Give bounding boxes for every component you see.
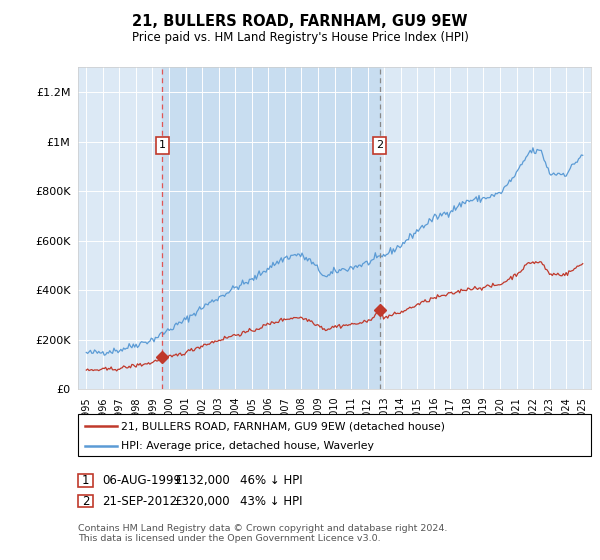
- Text: HPI: Average price, detached house, Waverley: HPI: Average price, detached house, Wave…: [121, 441, 374, 451]
- Text: 21, BULLERS ROAD, FARNHAM, GU9 9EW: 21, BULLERS ROAD, FARNHAM, GU9 9EW: [132, 14, 468, 29]
- Text: 1: 1: [159, 141, 166, 151]
- Text: 46% ↓ HPI: 46% ↓ HPI: [240, 474, 302, 487]
- Text: 21-SEP-2012: 21-SEP-2012: [102, 494, 177, 508]
- Bar: [163, 67, 380, 389]
- Text: Contains HM Land Registry data © Crown copyright and database right 2024.
This d: Contains HM Land Registry data © Crown c…: [78, 524, 448, 543]
- Text: 21, BULLERS ROAD, FARNHAM, GU9 9EW (detached house): 21, BULLERS ROAD, FARNHAM, GU9 9EW (deta…: [121, 421, 445, 431]
- Text: £320,000: £320,000: [174, 494, 230, 508]
- Text: 43% ↓ HPI: 43% ↓ HPI: [240, 494, 302, 508]
- Text: 06-AUG-1999: 06-AUG-1999: [102, 474, 181, 487]
- Text: 2: 2: [82, 494, 89, 508]
- Text: Price paid vs. HM Land Registry's House Price Index (HPI): Price paid vs. HM Land Registry's House …: [131, 31, 469, 44]
- Text: £132,000: £132,000: [174, 474, 230, 487]
- Text: 2: 2: [376, 141, 383, 151]
- Text: 1: 1: [82, 474, 89, 487]
